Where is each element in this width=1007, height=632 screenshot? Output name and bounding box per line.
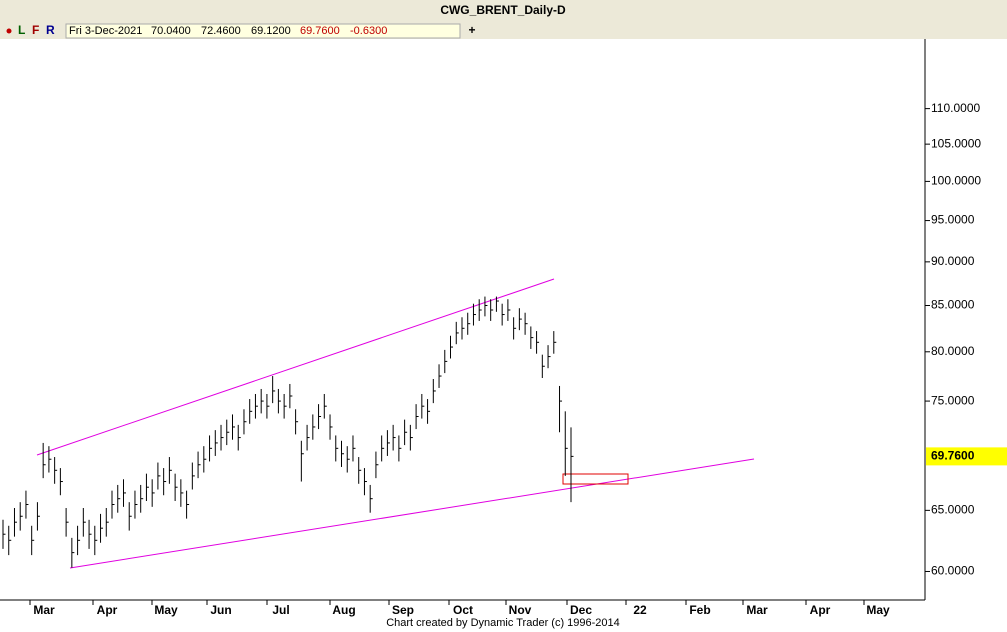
trend-line: [69, 458, 755, 569]
x-tick-label: Jul: [272, 603, 289, 617]
toolbar-button[interactable]: F: [32, 23, 39, 37]
x-tick-label: Jun: [210, 603, 231, 617]
last-price-box: [926, 447, 1007, 466]
record-dot: [6, 28, 12, 34]
info-close: 69.7600: [300, 25, 340, 37]
x-tick-label: Apr: [810, 603, 831, 617]
y-tick-label: 75.0000: [931, 393, 975, 407]
info-date: Fri 3-Dec-2021: [69, 25, 142, 37]
toolbar-button[interactable]: L: [18, 23, 25, 37]
footer: Chart created by Dynamic Trader (c) 1996…: [386, 617, 620, 629]
trend-line: [36, 278, 555, 456]
y-tick-label: 60.0000: [931, 564, 975, 578]
y-tick-label: 85.0000: [931, 298, 975, 312]
title-bar: [0, 0, 1007, 22]
info-change: -0.6300: [350, 25, 387, 37]
x-tick-label: Mar: [33, 603, 55, 617]
x-tick-label: Oct: [453, 603, 473, 617]
x-tick-label: Sep: [392, 603, 414, 617]
x-tick-label: Dec: [570, 603, 592, 617]
y-tick-label: 105.0000: [931, 136, 981, 150]
toolbar-button[interactable]: R: [46, 23, 55, 37]
x-tick-label: Nov: [509, 603, 532, 617]
x-tick-label: May: [154, 603, 178, 617]
y-tick-label: 80.0000: [931, 344, 975, 358]
y-tick-label: 95.0000: [931, 213, 975, 227]
x-tick-label: Aug: [332, 603, 355, 617]
y-tick-label: 100.0000: [931, 174, 981, 188]
window-title: CWG_BRENT_Daily-D: [440, 3, 566, 17]
y-tick-label: 90.0000: [931, 254, 975, 268]
info-low: 69.1200: [251, 25, 291, 37]
x-tick-label: 22: [633, 603, 647, 617]
x-tick-label: Mar: [746, 603, 768, 617]
add-button[interactable]: +: [468, 23, 475, 37]
y-tick-label: 110.0000: [931, 101, 980, 115]
x-tick-label: Feb: [689, 603, 710, 617]
last-price-label: 69.7600: [931, 449, 975, 463]
info-box: [65, 23, 461, 39]
target-box: [562, 473, 629, 485]
x-tick-label: May: [866, 603, 890, 617]
info-open: 70.0400: [151, 25, 191, 37]
y-tick-label: 65.0000: [931, 503, 975, 517]
info-high: 72.4600: [201, 25, 241, 37]
x-tick-label: Apr: [97, 603, 118, 617]
